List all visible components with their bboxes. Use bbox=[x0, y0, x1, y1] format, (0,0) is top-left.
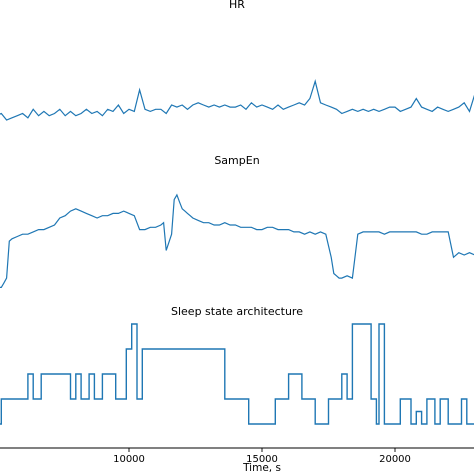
sleep-state-series-line bbox=[0, 323, 474, 425]
sampen-title: SampEn bbox=[214, 154, 259, 167]
hr-plot bbox=[0, 79, 474, 121]
x-tick-label: 10000 bbox=[113, 454, 145, 465]
sleep-state-plot bbox=[0, 323, 474, 425]
sleep-state-title: Sleep state architecture bbox=[171, 305, 303, 318]
x-tick-label: 15000 bbox=[246, 454, 278, 465]
sampen-plot bbox=[0, 193, 474, 288]
sampen-series-line bbox=[0, 193, 474, 288]
x-tick-label: 20000 bbox=[379, 454, 411, 465]
hr-series-line bbox=[0, 79, 474, 121]
x-axis-ticks: 10000 15000 20000 bbox=[113, 448, 411, 465]
hr-title: HR bbox=[229, 0, 245, 11]
x-axis-label: Time, s bbox=[242, 462, 281, 474]
